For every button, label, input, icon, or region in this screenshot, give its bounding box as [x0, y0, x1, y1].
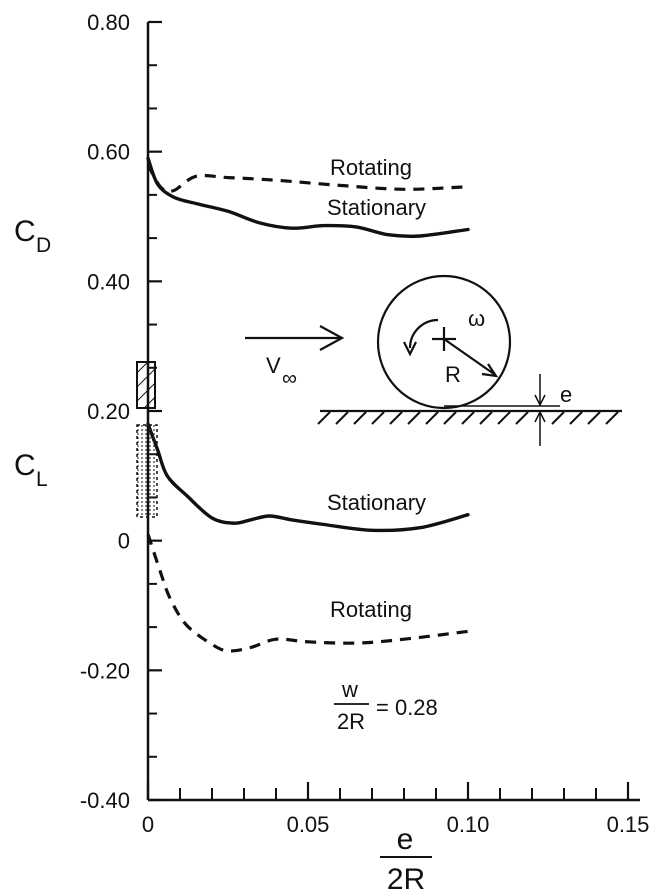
- y-tick-label: -0.20: [80, 658, 130, 683]
- series-cd-rotating: [148, 165, 468, 192]
- x-label: e 2R: [380, 823, 432, 896]
- x-tick-label: 0.05: [287, 812, 330, 837]
- cl-gap-dotted-marker: [137, 425, 157, 517]
- gap-label: e: [560, 382, 572, 407]
- y-label-drag: C D: [14, 215, 51, 257]
- y-label-lift-subscript: L: [36, 468, 48, 491]
- param-value: = 0.28: [376, 695, 438, 720]
- y-label-lift: C L: [14, 449, 48, 491]
- y-label-drag-subscript: D: [36, 234, 51, 257]
- radius-label: R: [445, 362, 461, 387]
- x-label-denominator: 2R: [387, 863, 425, 896]
- inset-schematic: [245, 276, 622, 446]
- x-tick-label: 0: [142, 812, 154, 837]
- label-rotating-cd: Rotating: [330, 155, 412, 180]
- cd-gap-hatched-marker: [137, 362, 155, 408]
- y-tick-label: 0.20: [87, 399, 130, 424]
- x-label-numerator: e: [397, 823, 414, 856]
- label-rotating-cl: Rotating: [330, 597, 412, 622]
- y-tick-label: 0.40: [87, 269, 130, 294]
- y-ticks: 0.80 0.60 0.40 0.20 0 -0.20 -0.40: [80, 10, 162, 813]
- y-tick-label: 0: [118, 529, 130, 554]
- y-label-drag-symbol: C: [14, 215, 36, 248]
- velocity-subscript: ∞: [282, 367, 297, 390]
- omega-label: ω: [468, 306, 485, 331]
- x-tick-label: 0.15: [607, 812, 650, 837]
- x-tick-label: 0.10: [447, 812, 490, 837]
- y-tick-label: 0.60: [87, 140, 130, 165]
- label-stationary-cd: Stationary: [327, 195, 426, 220]
- label-stationary-cl: Stationary: [327, 490, 426, 515]
- y-tick-label: -0.40: [80, 788, 130, 813]
- series-cl-rotating: [148, 534, 468, 651]
- y-tick-label: 0.80: [87, 10, 130, 35]
- param-denominator: 2R: [337, 709, 365, 734]
- y-label-lift-symbol: C: [14, 449, 36, 482]
- param-numerator: w: [341, 677, 358, 702]
- x-ticks: 0 0.05 0.10 0.15: [142, 782, 650, 837]
- inset-labels: V ∞ ω R e: [266, 306, 572, 407]
- velocity-symbol: V: [266, 353, 281, 378]
- parameter-annotation: w 2R = 0.28: [334, 677, 438, 734]
- wall-hatching: [318, 412, 618, 424]
